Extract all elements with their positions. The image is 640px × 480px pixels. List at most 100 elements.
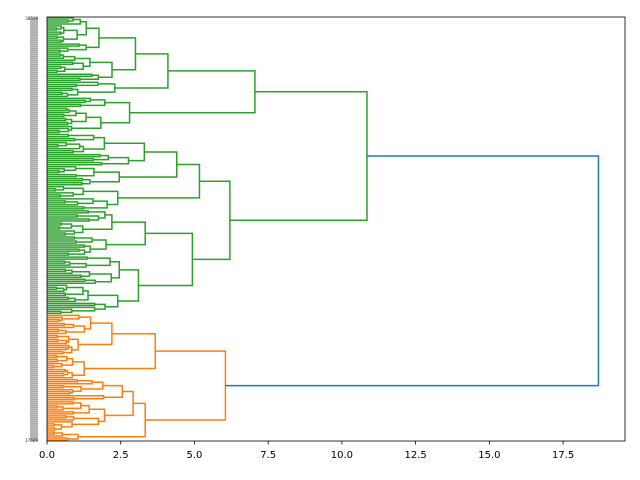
leaf-label-mark	[30, 93, 38, 96]
dendrogram-link	[47, 69, 58, 74]
dendrogram-link	[75, 290, 89, 301]
leaf-label-mark	[30, 127, 38, 130]
dendrogram-link	[47, 103, 82, 108]
dendrogram-link	[47, 35, 58, 39]
dendrogram-link	[47, 169, 60, 174]
leaf-labels: 38519 17689	[25, 16, 38, 443]
leaf-label-mark	[30, 57, 38, 59]
dendrogram-link	[59, 223, 73, 229]
leaf-label-mark	[30, 240, 38, 242]
leaf-label-mark	[30, 73, 38, 76]
leaf-label-mark	[30, 421, 38, 423]
dendrogram-link	[47, 338, 59, 343]
leaf-label-mark	[30, 89, 38, 92]
leaf-label-mark	[30, 358, 38, 361]
leaf-label-mark	[30, 248, 38, 250]
dendrogram-link	[47, 248, 80, 252]
leaf-label-mark	[30, 49, 38, 51]
leaf-label-mark	[30, 423, 38, 425]
dendrogram-link	[104, 390, 134, 417]
dendrogram-link	[63, 29, 78, 40]
dendrogram-link	[47, 286, 58, 291]
leaf-label-mark	[30, 425, 38, 427]
leaf-label-mark	[30, 218, 38, 220]
dendrogram-link	[47, 364, 55, 369]
leaf-label-mark	[30, 280, 38, 283]
leaf-label-mark	[30, 21, 38, 23]
dendrogram-link	[72, 417, 100, 426]
leaf-label-mark	[30, 340, 38, 343]
dendrogram-link	[47, 252, 70, 256]
dendrogram-link	[47, 47, 69, 52]
leaf-label-mark	[30, 173, 38, 176]
leaf-label-mark	[30, 41, 38, 43]
leaf-label-mark	[30, 117, 38, 120]
leaf-label-mark	[30, 198, 38, 200]
leaf-label-mark	[30, 220, 38, 222]
leaf-label-mark	[30, 238, 38, 240]
leaf-label-mark	[30, 91, 38, 94]
leaf-label-mark	[30, 179, 38, 182]
dendrogram-link	[47, 43, 80, 47]
axes-frame	[46, 16, 626, 442]
leaf-label-mark	[30, 165, 38, 168]
leaf-label-mark	[30, 119, 38, 122]
leaf-label-mark	[30, 298, 38, 301]
leaf-label-mark	[30, 147, 38, 150]
leaf-label-mark	[30, 411, 38, 413]
leaf-label-mark	[30, 419, 38, 421]
leaf-label-mark	[30, 19, 38, 21]
leaf-label-mark	[30, 401, 38, 403]
leaf-label-mark	[30, 413, 38, 415]
leaf-label-mark	[30, 384, 38, 387]
leaf-label-mark	[30, 113, 38, 116]
dendrogram-link	[47, 372, 65, 377]
dendrogram-link	[47, 397, 75, 401]
dendrogram-link	[47, 292, 66, 297]
leaf-label-mark	[30, 368, 38, 371]
leaf-label-mark	[30, 175, 38, 178]
leaf-label-mark	[30, 370, 38, 373]
leaf-label-mark	[30, 115, 38, 118]
dendrogram-link	[47, 423, 55, 427]
dendrogram-link	[47, 244, 86, 248]
leaf-label-mark	[30, 143, 38, 146]
leaf-label-mark	[30, 392, 38, 395]
leaf-label-mark	[30, 270, 38, 272]
dendrogram-link	[47, 431, 56, 435]
leaf-label-mark	[30, 204, 38, 206]
dendrogram-link	[47, 61, 74, 65]
dendrogram-link	[47, 427, 56, 431]
dendrogram-link	[72, 361, 85, 376]
dendrogram-link	[47, 157, 95, 162]
x-tick-label: 5.0	[186, 450, 202, 461]
dendrogram-link	[75, 167, 95, 177]
dendrogram-link	[47, 165, 77, 171]
leaf-label-mark	[30, 63, 38, 66]
dendrogram-link	[229, 91, 368, 222]
leaf-label-mark	[30, 210, 38, 212]
leaf-label-mark	[30, 316, 38, 319]
leaf-label-mark	[30, 79, 38, 82]
leaf-label-mark	[30, 352, 38, 355]
leaf-label-mark	[30, 396, 38, 399]
dendrogram-link	[89, 61, 113, 79]
leaf-label-mark	[30, 282, 38, 285]
leaf-label-mark	[30, 427, 38, 429]
dendrogram-link	[47, 316, 63, 322]
leaf-label-mark	[30, 83, 38, 86]
leaf-label-mark	[30, 374, 38, 377]
leaf-label-mark	[30, 157, 38, 160]
dendrogram-link	[47, 113, 65, 118]
leaf-label-mark	[30, 236, 38, 238]
leaf-label-mark	[30, 65, 38, 68]
dendrogram-link	[47, 210, 89, 214]
leaf-label-mark	[30, 47, 38, 49]
leaf-label-mark	[30, 95, 38, 98]
leaf-label-mark	[30, 336, 38, 339]
dendrogram-link	[86, 257, 111, 267]
leaf-label-mark	[30, 212, 38, 214]
leaf-label-mark	[30, 435, 38, 437]
leaf-label-mark	[30, 51, 38, 53]
